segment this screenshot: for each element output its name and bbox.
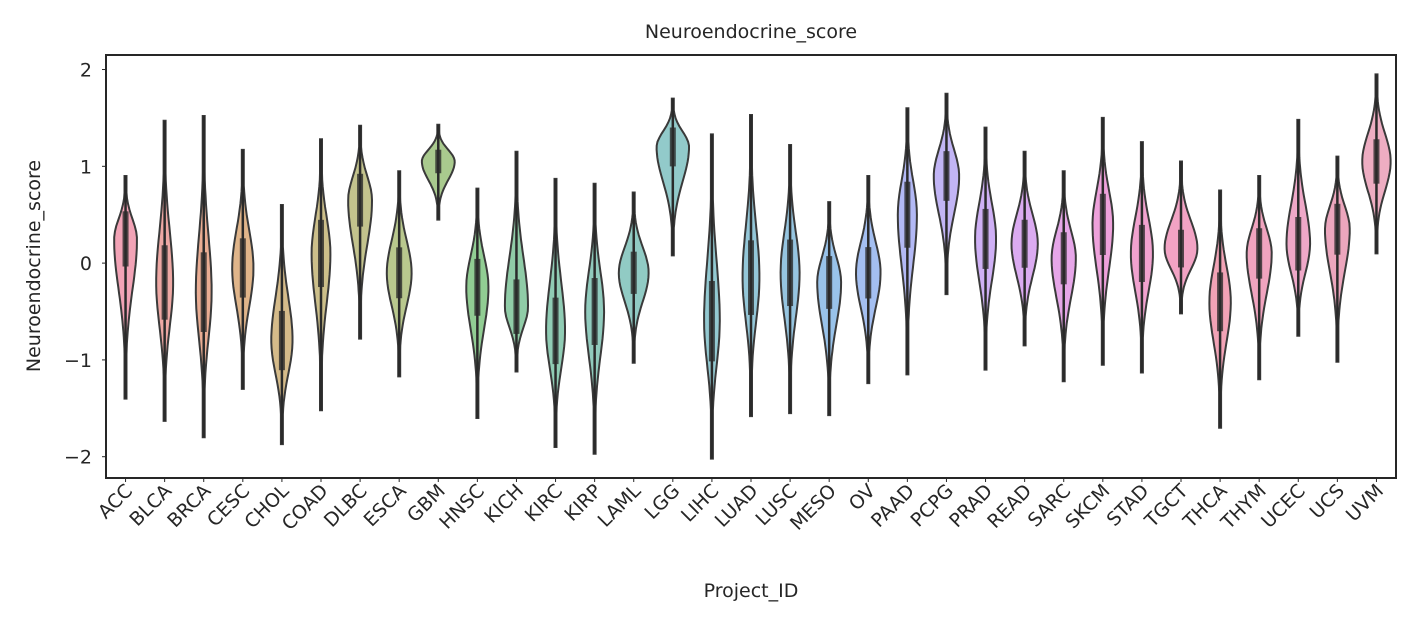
violin-box: [591, 278, 598, 345]
y-tick-label: 0: [80, 253, 92, 275]
plot-frame: [105, 54, 1397, 479]
x-tick-label: READ: [983, 480, 1036, 533]
violin-box: [161, 245, 168, 320]
violin-box: [278, 310, 285, 371]
chart-title: Neuroendocrine_score: [645, 21, 857, 43]
x-tick-label: LUAD: [711, 480, 763, 532]
violin-box: [1256, 228, 1263, 279]
x-tick-label: KICH: [480, 480, 528, 528]
x-tick-label: UCEC: [1257, 480, 1310, 533]
violin-box: [200, 252, 207, 332]
violin-box: [318, 219, 324, 288]
violin-box: [826, 256, 833, 309]
x-tick-label: LGG: [640, 480, 684, 524]
y-tick-label: −2: [64, 447, 92, 469]
violin-box: [708, 280, 715, 362]
x-tick-label: TGCT: [1140, 480, 1193, 533]
y-tick-label: 2: [80, 60, 92, 82]
violin-box: [1295, 216, 1302, 271]
violin-box: [982, 208, 989, 269]
x-tick-label: BLCA: [125, 480, 176, 531]
violin-box: [435, 149, 442, 174]
violin-box: [904, 181, 911, 248]
x-tick-label: SKCM: [1061, 480, 1114, 533]
x-tick-label: KIRC: [521, 480, 567, 526]
x-tick-label: PAAD: [867, 480, 919, 532]
violin-box: [239, 238, 246, 298]
violin-box: [513, 279, 520, 334]
violin-box: [943, 151, 950, 201]
violin-box: [630, 251, 637, 294]
violin-box: [748, 240, 754, 315]
x-tick-label: UVM: [1342, 480, 1388, 526]
x-tick-label: THYM: [1216, 480, 1270, 534]
violin-box: [122, 211, 129, 267]
x-tick-label: STAD: [1103, 480, 1154, 531]
x-tick-label: ESCA: [360, 480, 411, 531]
violin-box: [865, 247, 872, 299]
violin-box: [1373, 139, 1380, 184]
y-tick-label: −1: [64, 350, 92, 372]
violin-box: [396, 247, 403, 299]
y-tick-label: 1: [80, 156, 92, 178]
violin-box: [1217, 272, 1224, 332]
violin-box: [1021, 219, 1028, 268]
x-axis-label: Project_ID: [704, 580, 799, 602]
x-tick-label: HNSC: [435, 480, 489, 534]
violin-box: [1060, 232, 1067, 285]
x-tick-label: UCS: [1306, 480, 1349, 523]
violin-box: [669, 127, 676, 167]
x-tick-label: LAML: [594, 480, 646, 532]
violin-box: [1334, 203, 1341, 255]
x-tick-label: PCPG: [906, 480, 958, 532]
violin-box: [552, 297, 559, 365]
violin-box: [1099, 193, 1106, 255]
violin-box: [474, 258, 481, 316]
violin-box: [357, 173, 364, 227]
violin-box: [787, 239, 794, 307]
y-axis-label: Neuroendocrine_score: [23, 160, 45, 372]
violin-box: [1178, 229, 1184, 268]
x-tick-label: DLBC: [320, 480, 372, 532]
x-tick-label: BRCA: [163, 480, 215, 532]
violin-box: [1138, 224, 1145, 282]
